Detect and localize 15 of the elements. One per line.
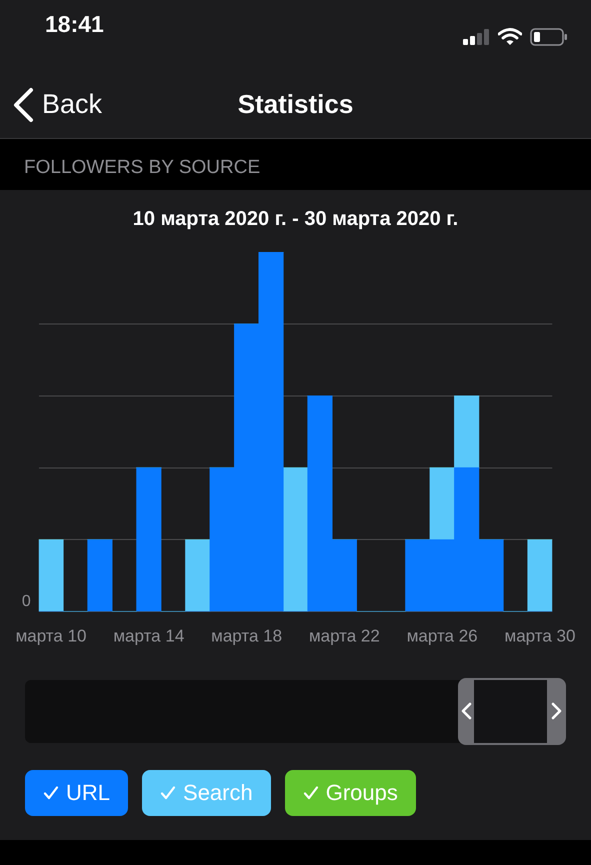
text: Statistics (238, 89, 354, 119)
x-tick-label: марта 14 (113, 626, 184, 646)
x-tick-label: марта 18 (211, 626, 282, 646)
text: Back (42, 89, 102, 120)
text: 0 (22, 593, 31, 610)
text: URL (66, 780, 110, 806)
chart-title: FOLLOWERS BY SOURCE (24, 157, 260, 179)
x-tick-label: марта 22 (308, 626, 380, 646)
x-tick-label: марта 30 (504, 626, 576, 646)
text: Groups (326, 780, 398, 806)
chart-subtitle: 10 марта 2020 г. - 30 марта 2020 г. (132, 208, 460, 231)
text: 18:41 (45, 11, 104, 38)
x-tick-label: марта 10 (16, 626, 86, 646)
x-tick-label: марта 26 (406, 626, 478, 646)
text: Search (183, 780, 253, 806)
